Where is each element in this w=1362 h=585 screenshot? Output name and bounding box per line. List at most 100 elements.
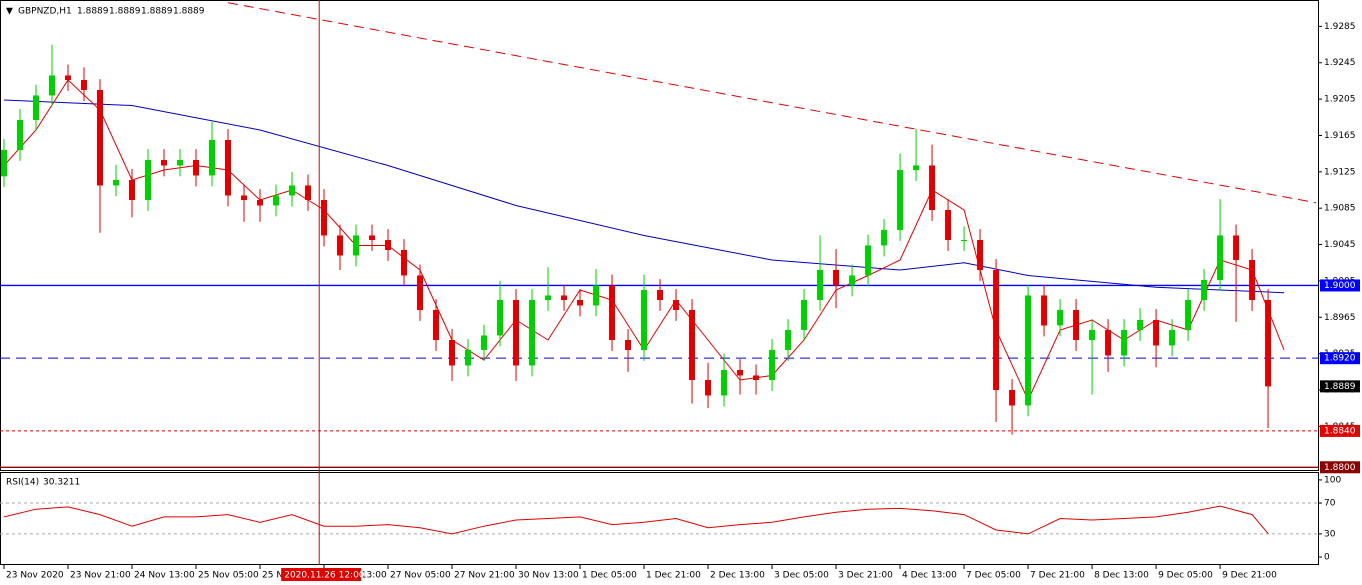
candle-body bbox=[737, 370, 744, 376]
candle-body bbox=[161, 160, 168, 166]
candle-body bbox=[417, 275, 424, 310]
x-tick-label: 1 Dec 05:00 bbox=[582, 571, 637, 581]
level-label: 1.9000 bbox=[1324, 281, 1356, 291]
candle-body bbox=[97, 90, 104, 186]
candle-body bbox=[225, 140, 232, 196]
y-tick-label: 1.9205 bbox=[1324, 95, 1356, 105]
candle-body bbox=[1073, 310, 1080, 340]
candle-body bbox=[113, 180, 120, 186]
candle-body bbox=[241, 195, 248, 200]
level-box bbox=[1320, 461, 1360, 474]
candle-body bbox=[145, 160, 152, 200]
x-tick-label: 1 Dec 21:00 bbox=[646, 571, 701, 581]
candle-body bbox=[193, 160, 200, 176]
candle-body bbox=[881, 230, 888, 246]
header-low: 1.8889 bbox=[141, 7, 173, 17]
main-panel bbox=[0, 0, 1319, 471]
candle-body bbox=[401, 250, 408, 276]
candle-body bbox=[465, 350, 472, 366]
rsi-tick-label: 70 bbox=[1324, 499, 1336, 509]
candle-body bbox=[369, 235, 376, 240]
y-tick-label: 1.9285 bbox=[1324, 22, 1356, 32]
candle-body bbox=[49, 75, 56, 96]
candle-body bbox=[833, 270, 840, 286]
candle-body bbox=[1233, 235, 1240, 260]
header-close: 1.8889 bbox=[173, 7, 205, 17]
x-tick-label: 7 Dec 21:00 bbox=[1030, 571, 1085, 581]
x-tick-label: 23 Nov 2020 bbox=[6, 571, 64, 581]
candle-body bbox=[993, 270, 1000, 390]
candle-body bbox=[1265, 300, 1272, 387]
rsi-tick-label: 100 bbox=[1324, 475, 1341, 485]
candle-body bbox=[913, 165, 920, 170]
candle-body bbox=[785, 330, 792, 350]
x-tick-label: 3 Dec 21:00 bbox=[838, 571, 893, 581]
candle-body bbox=[977, 240, 984, 270]
candle-body bbox=[321, 200, 328, 236]
candle-body bbox=[209, 140, 216, 176]
x-tick-label: 8 Dec 13:00 bbox=[1094, 571, 1149, 581]
candle-body bbox=[769, 350, 776, 380]
candle-body bbox=[689, 310, 696, 380]
level-label: 1.8920 bbox=[1324, 354, 1356, 364]
y-tick-label: 1.9245 bbox=[1324, 58, 1356, 68]
candle-body bbox=[305, 185, 312, 200]
x-tick-label: 9 Dec 21:00 bbox=[1222, 571, 1277, 581]
candle-body bbox=[705, 380, 712, 396]
header-open: 1.8889 bbox=[77, 7, 109, 17]
candle-body bbox=[625, 340, 632, 350]
candle-body bbox=[353, 235, 360, 256]
x-tick-label: 4 Dec 13:00 bbox=[902, 571, 957, 581]
level-box bbox=[1320, 279, 1360, 292]
x-tick-label: 9 Dec 05:00 bbox=[1158, 571, 1213, 581]
rsi-value: 30.3211 bbox=[43, 478, 80, 488]
candle-body bbox=[1201, 280, 1208, 300]
x-tick-label: 27 Nov 21:00 bbox=[454, 571, 515, 581]
x-tick-label: 27 Nov 05:00 bbox=[390, 571, 451, 581]
candle-body bbox=[1137, 320, 1144, 330]
candle-body bbox=[1153, 320, 1160, 346]
last-price-label: 1.8889 bbox=[1324, 382, 1356, 392]
candle-body bbox=[385, 240, 392, 250]
y-tick-label: 1.9165 bbox=[1324, 131, 1356, 141]
candle-body bbox=[289, 185, 296, 196]
y-tick-label: 1.9125 bbox=[1324, 167, 1356, 177]
candle-body bbox=[17, 120, 24, 150]
candle-body bbox=[945, 210, 952, 240]
candle-body bbox=[961, 240, 968, 241]
candle-body bbox=[1105, 330, 1112, 356]
candle-body bbox=[1089, 330, 1096, 340]
candle-body bbox=[433, 310, 440, 340]
candle-body bbox=[177, 160, 184, 166]
candle-body bbox=[673, 300, 680, 310]
candle-body bbox=[1, 150, 8, 177]
x-tick-label: 24 Nov 13:00 bbox=[134, 571, 195, 581]
candle-body bbox=[561, 295, 568, 300]
x-tick-label: 7 Dec 05:00 bbox=[966, 571, 1021, 581]
candle-body bbox=[337, 235, 344, 256]
candle-body bbox=[641, 290, 648, 350]
candle-body bbox=[1185, 300, 1192, 330]
candle-body bbox=[577, 300, 584, 306]
rsi-panel bbox=[0, 472, 1319, 565]
candle-body bbox=[593, 285, 600, 306]
candle-body bbox=[897, 170, 904, 230]
level-label: 1.8840 bbox=[1324, 426, 1356, 436]
candle-body bbox=[609, 285, 616, 340]
level-box bbox=[1320, 424, 1360, 437]
rsi-tick-label: 30 bbox=[1324, 529, 1336, 539]
candle-body bbox=[817, 270, 824, 300]
candle-body bbox=[1169, 330, 1176, 346]
candle-body bbox=[1057, 310, 1064, 326]
candle-body bbox=[257, 200, 264, 206]
x-tick-label: 23 Nov 21:00 bbox=[70, 571, 131, 581]
x-tick-label: 30 Nov 13:00 bbox=[518, 571, 579, 581]
y-tick-label: 1.9045 bbox=[1324, 240, 1356, 250]
candle-body bbox=[929, 165, 936, 210]
candle-body bbox=[545, 295, 552, 300]
candle-body bbox=[1121, 330, 1128, 356]
symbol: GBPNZD,H1 bbox=[18, 7, 72, 17]
candle-body bbox=[1041, 295, 1048, 326]
last-price-box bbox=[1320, 380, 1360, 393]
